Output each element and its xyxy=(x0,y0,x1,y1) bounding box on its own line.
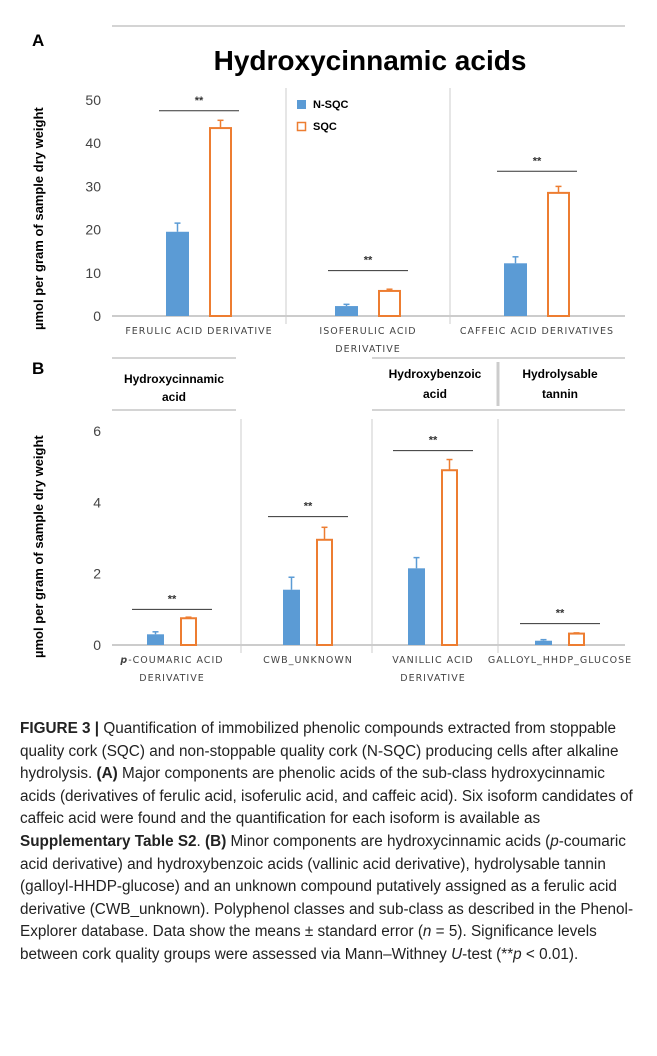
bar-sqc xyxy=(209,127,232,317)
significance-label: ** xyxy=(168,593,177,605)
x-tick-label: DERIVATIVE xyxy=(335,344,400,355)
caption-italic-u: U xyxy=(451,945,463,963)
bar-sqc xyxy=(378,289,401,317)
caption-text-4: Minor components are hydroxycinnamic aci… xyxy=(226,832,551,850)
x-tick-label: FERULIC ACID DERIVATIVE xyxy=(125,326,272,337)
caption-text-3: . xyxy=(196,832,206,850)
y-tick-label: 40 xyxy=(85,135,101,151)
panel-a-title: Hydroxycinnamic acids xyxy=(214,45,527,76)
group-label-hydroxybenzoic-2: acid xyxy=(423,387,447,401)
y-tick-label: 0 xyxy=(93,637,101,653)
x-tick-label: CAFFEIC ACID DERIVATIVES xyxy=(460,326,614,337)
significance-label: ** xyxy=(364,255,373,267)
figure-caption: FIGURE 3 | Quantification of immobilized… xyxy=(20,718,635,967)
panel-a-ylabel: µmol per gram of sample dry weight xyxy=(31,107,46,330)
bar-nsqc xyxy=(408,568,425,645)
y-tick-label: 10 xyxy=(85,265,101,281)
caption-supplementary-link[interactable]: Supplementary Table S2 xyxy=(20,832,197,850)
panel-a-letter: A xyxy=(32,31,44,50)
bar-sqc xyxy=(180,617,197,646)
x-tick-label: DERIVATIVE xyxy=(400,673,465,684)
x-tick-label: GALLOYL_HHDP_GLUCOSE xyxy=(488,655,632,666)
caption-italic-p2: p xyxy=(513,945,522,963)
caption-italic-n: n xyxy=(422,923,432,941)
bar-nsqc xyxy=(504,263,527,316)
significance-label: ** xyxy=(195,95,204,107)
significance-label: ** xyxy=(556,608,565,620)
bar-nsqc xyxy=(166,231,189,316)
panel-a-chart: 0 10 20 30 40 50 ** FERULIC ACID DERIVATIVE ** IS… xyxy=(85,88,625,355)
group-label-hydrolysable: Hydrolysable xyxy=(522,367,598,381)
y-tick-label: 2 xyxy=(93,566,101,582)
caption-figure-label: FIGURE 3 | xyxy=(20,720,100,737)
caption-text-6: = 5). Significance levels between cork q… xyxy=(20,923,597,963)
x-tick-label: CWB_UNKNOWN xyxy=(263,655,353,666)
x-tick-label: ISOFERULIC ACID xyxy=(319,326,416,337)
x-tick-label: VANILLIC ACID xyxy=(392,655,473,666)
bar-sqc xyxy=(568,632,585,647)
caption-text-2: Major components are phenolic acids of t… xyxy=(20,765,633,828)
significance-label: ** xyxy=(304,501,313,513)
bar-nsqc xyxy=(335,306,358,316)
legend-nsqc-label: N-SQC xyxy=(313,99,349,111)
panel-b-letter: B xyxy=(32,359,44,378)
panel-b-ylabel: µmol per gram of sample dry weight xyxy=(31,435,46,658)
caption-b-label: (B) xyxy=(205,832,227,850)
panel-b-chart: 0 2 4 6 ** p-COUMARIC ACID DERIVATIVE ** CWB_UNK… xyxy=(93,419,632,684)
figure-canvas: A Hydroxycinnamic acids µmol per gram of… xyxy=(31,25,632,684)
y-tick-label: 4 xyxy=(93,494,101,510)
caption-text-1: Quantification of immobilized phenolic c… xyxy=(20,720,619,783)
bar-nsqc xyxy=(147,634,164,645)
y-tick-label: 50 xyxy=(85,92,101,108)
group-label-hydrolysable-2: tannin xyxy=(542,387,578,401)
x-tick-label: p-COUMARIC ACID xyxy=(119,655,223,666)
y-tick-label: 0 xyxy=(93,308,101,324)
bar-nsqc xyxy=(535,640,552,645)
caption-italic-p: p xyxy=(550,832,559,850)
caption-text-7: -test (** xyxy=(462,945,514,963)
group-label-hydroxycinnamic: Hydroxycinnamic xyxy=(124,372,224,386)
legend-sqc-label: SQC xyxy=(313,121,337,133)
caption-text-8: < 0.01). xyxy=(521,945,579,963)
significance-label: ** xyxy=(429,435,438,447)
y-tick-label: 20 xyxy=(85,222,101,238)
group-label-hydroxycinnamic-2: acid xyxy=(162,390,186,404)
group-label-hydroxybenzoic: Hydroxybenzoic xyxy=(389,367,482,381)
bar-sqc xyxy=(316,538,333,646)
y-tick-label: 6 xyxy=(93,423,101,439)
bar-nsqc xyxy=(283,589,300,645)
bar-sqc xyxy=(441,469,458,646)
x-tick-label: DERIVATIVE xyxy=(139,673,204,684)
caption-a-label: (A) xyxy=(96,765,118,783)
significance-label: ** xyxy=(533,155,542,167)
caption-text-5: -coumaric acid derivative) and hydroxybe… xyxy=(20,832,634,941)
legend-nsqc-swatch xyxy=(297,100,306,109)
y-tick-label: 30 xyxy=(85,178,101,194)
bar-sqc xyxy=(547,191,570,318)
legend-sqc-swatch xyxy=(296,121,307,132)
